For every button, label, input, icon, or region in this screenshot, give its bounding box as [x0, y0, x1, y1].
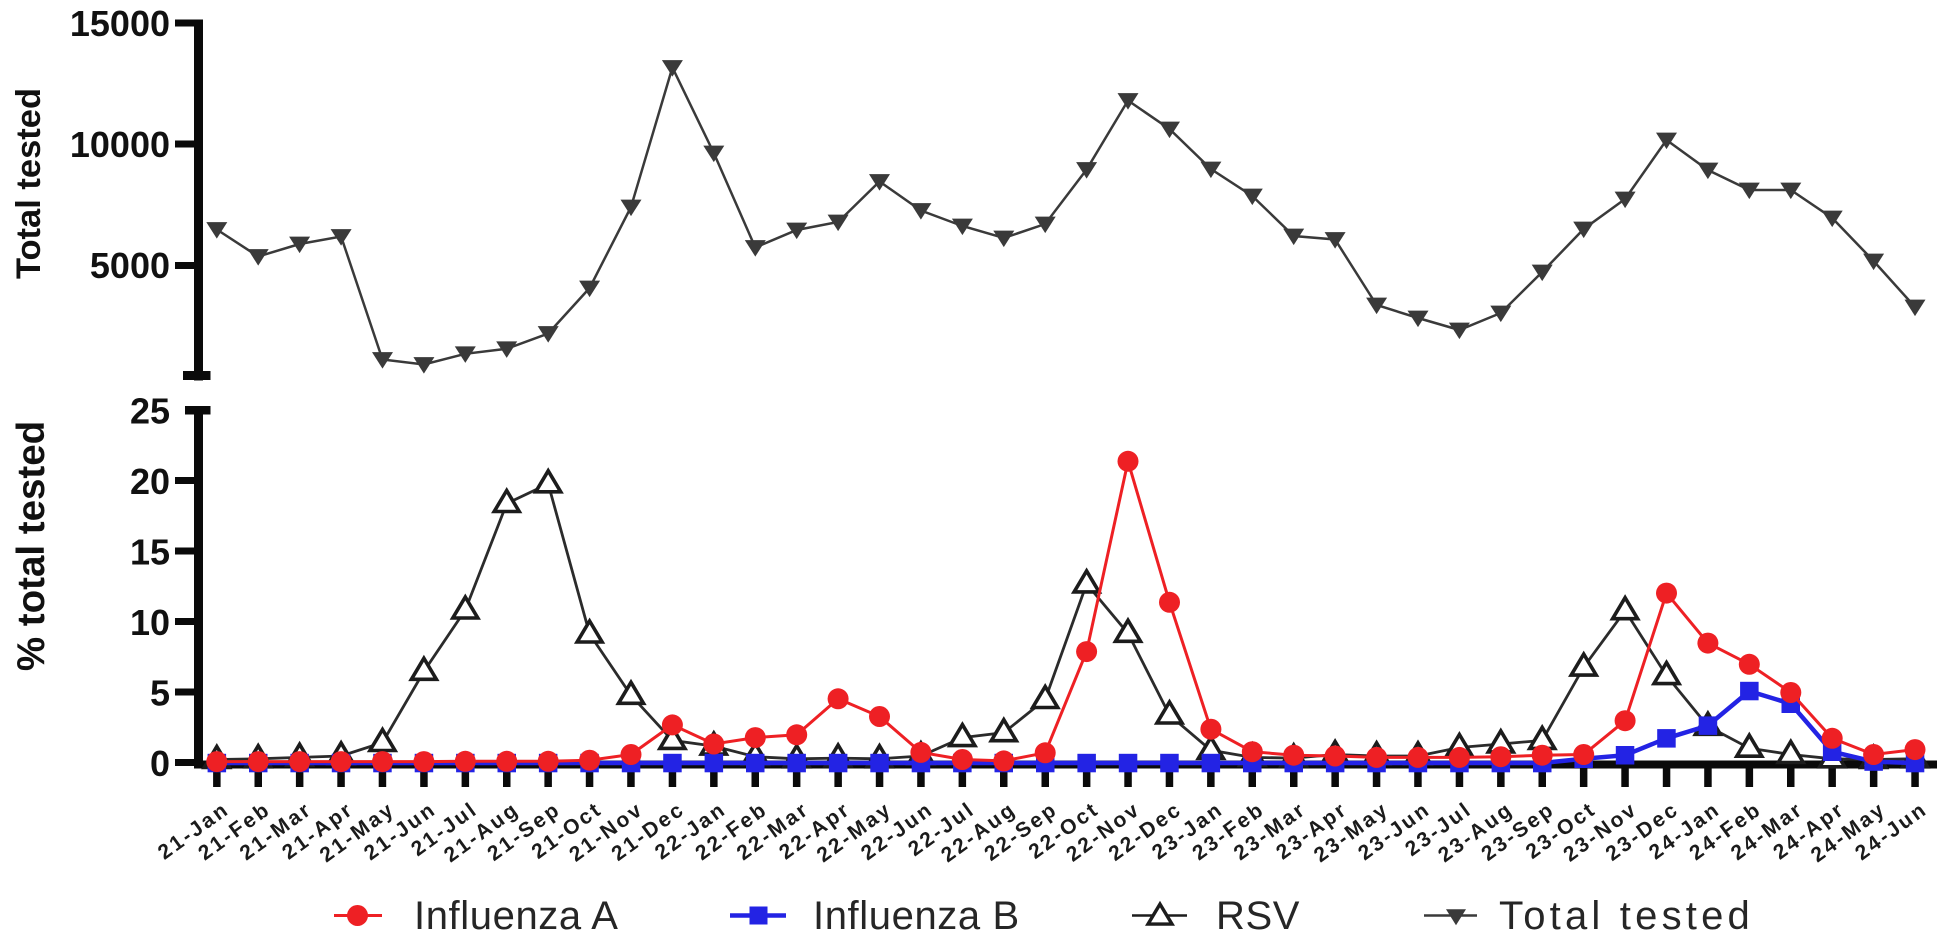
svg-text:Influenza A: Influenza A: [414, 894, 619, 938]
svg-text:0: 0: [150, 743, 170, 784]
svg-text:25: 25: [130, 390, 170, 431]
svg-text:15: 15: [130, 531, 170, 572]
svg-text:5: 5: [150, 672, 170, 713]
svg-text:Influenza B: Influenza B: [813, 894, 1020, 938]
svg-text:15000: 15000: [70, 3, 170, 44]
svg-text:% total tested: % total tested: [10, 421, 53, 671]
svg-text:Total tested: Total tested: [10, 88, 48, 279]
svg-text:10: 10: [130, 602, 170, 643]
svg-text:20: 20: [130, 461, 170, 502]
svg-text:Total tested: Total tested: [1499, 894, 1754, 938]
svg-text:10000: 10000: [70, 124, 170, 165]
svg-text:RSV: RSV: [1216, 894, 1300, 938]
svg-text:5000: 5000: [90, 245, 170, 286]
